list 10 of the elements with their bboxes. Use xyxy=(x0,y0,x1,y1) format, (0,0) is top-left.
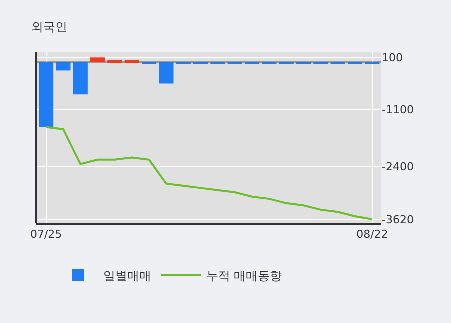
y-tick-label: -3620 xyxy=(382,213,414,226)
x-tick-label: 07/25 xyxy=(30,228,62,242)
y-tick-label: -2400 xyxy=(382,160,414,174)
legend-label: 누적 매매동향 xyxy=(206,268,282,283)
line-series xyxy=(45,126,374,221)
legend-label: 일별매매 xyxy=(103,268,152,283)
chart-title: 외국인 xyxy=(32,20,68,34)
x-tick-label: 08/22 xyxy=(356,228,388,242)
y-tick-label: -1100 xyxy=(382,104,414,117)
y-tick-label: 100 xyxy=(382,52,403,65)
